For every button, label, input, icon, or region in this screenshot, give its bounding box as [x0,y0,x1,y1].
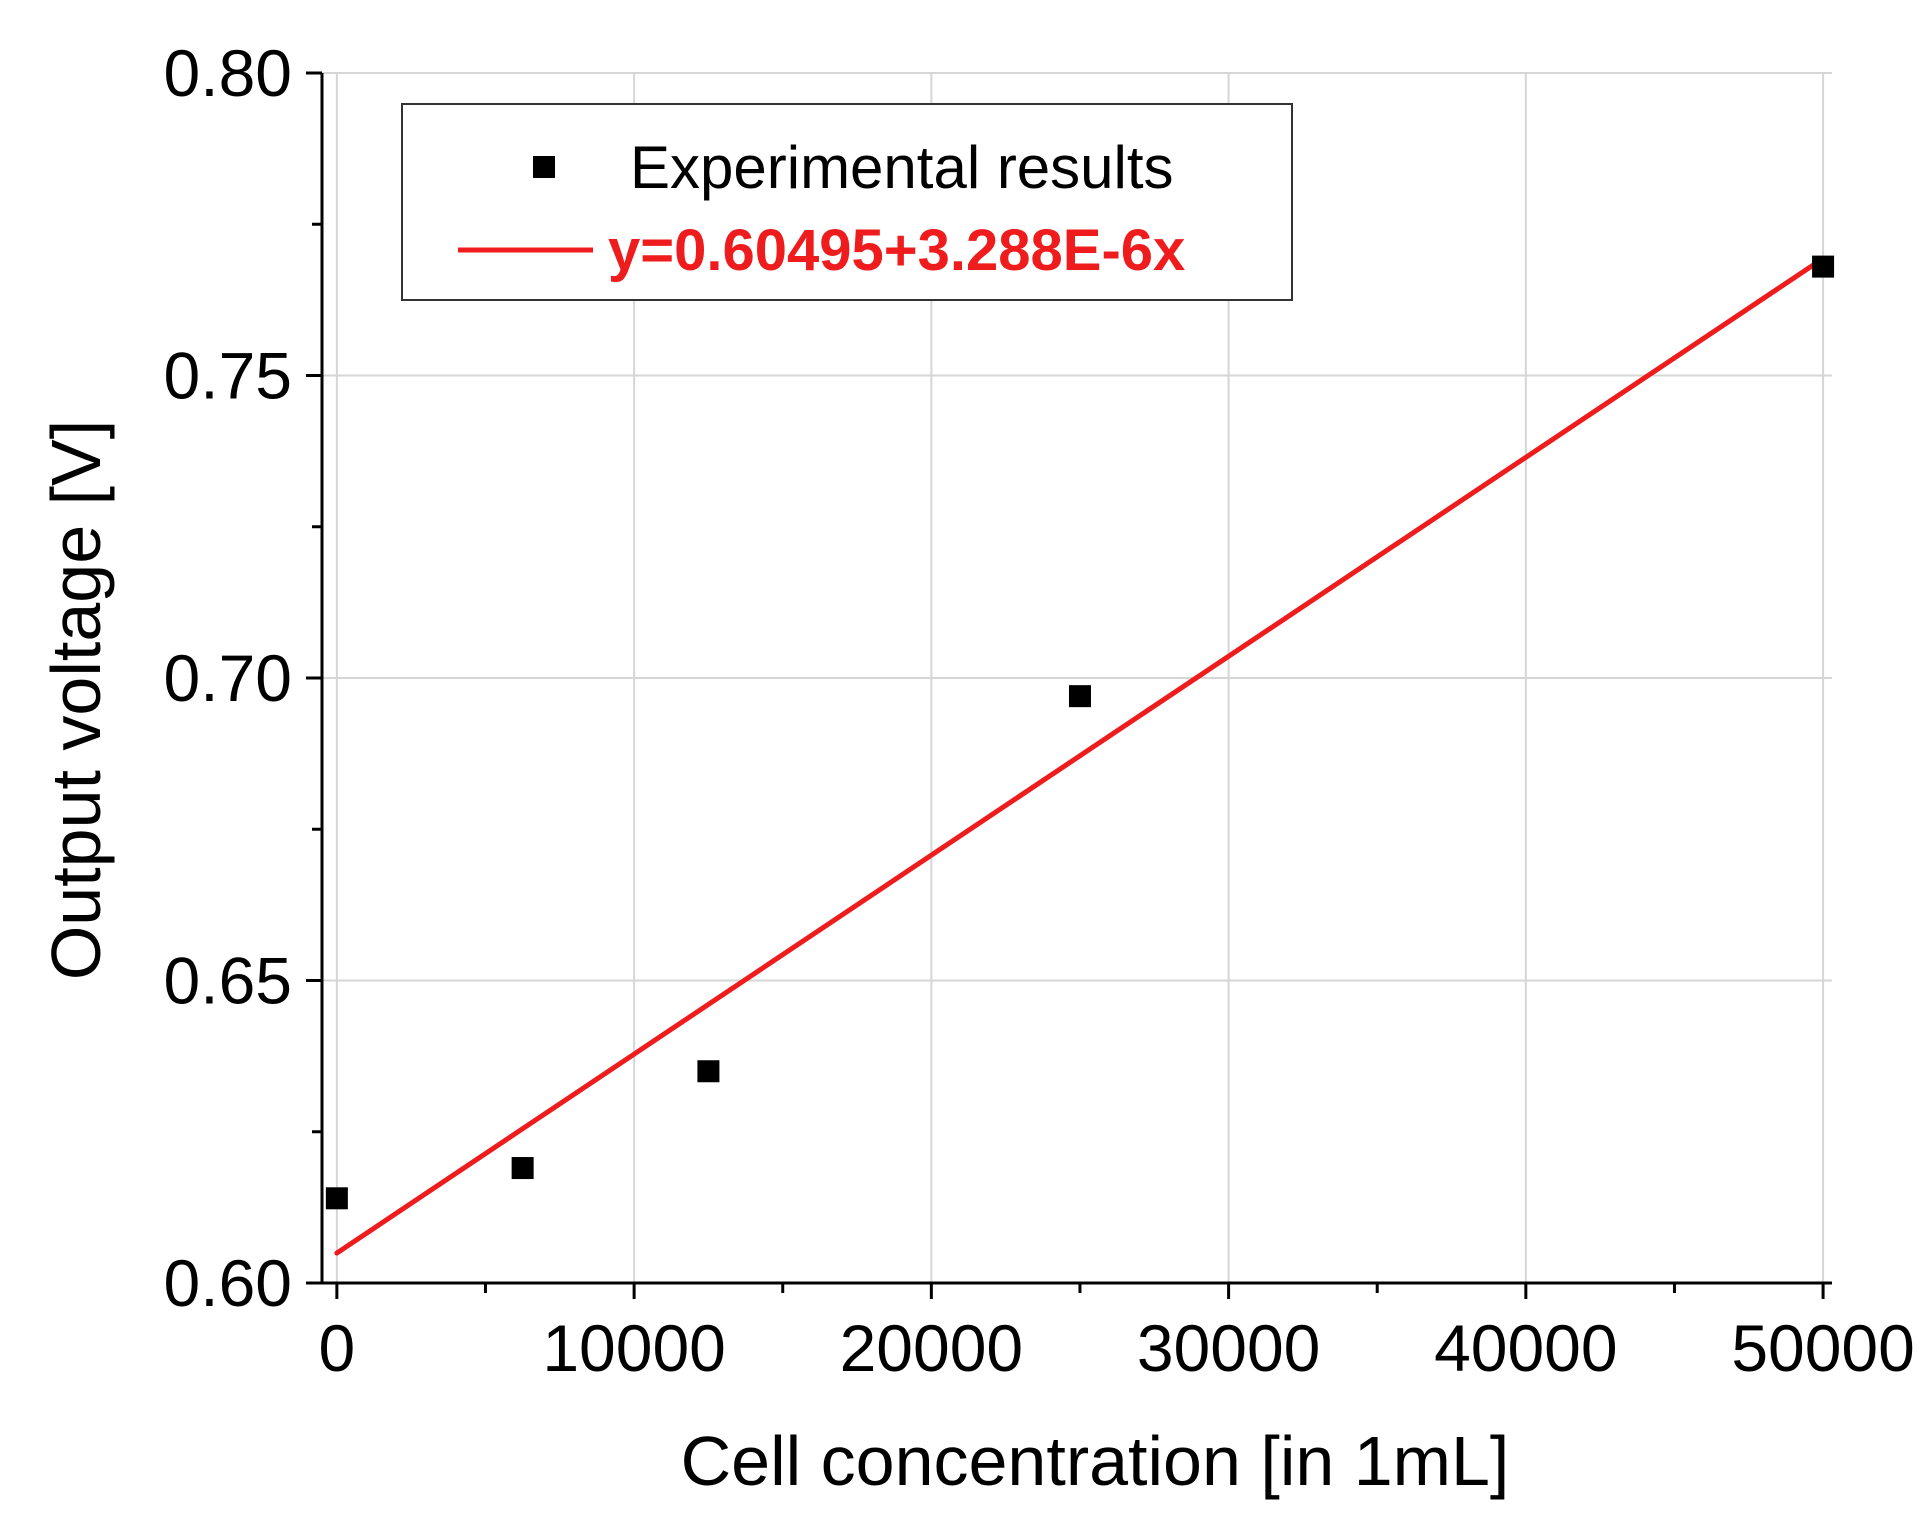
x-tick-label: 30000 [1137,1311,1321,1385]
legend: Experimental results y=0.60495+3.288E-6x [401,103,1293,301]
y-axis-title: Output voltage [V] [37,420,115,980]
x-tick-label: 50000 [1731,1311,1915,1385]
data-point [697,1060,720,1083]
data-point [325,1187,348,1210]
data-points [325,255,1835,1210]
y-tick-label: 0.80 [164,36,292,110]
data-point [1068,685,1091,708]
x-tick-label: 20000 [840,1311,1024,1385]
x-axis-title: Cell concentration [in 1mL] [681,1422,1510,1500]
y-tick-label: 0.70 [164,641,292,715]
legend-label-experimental: Experimental results [630,134,1174,201]
legend-label-fit: y=0.60495+3.288E-6x [608,218,1185,283]
x-tick-label: 10000 [542,1311,726,1385]
x-tick-label: 40000 [1434,1311,1618,1385]
x-tick-label: 0 [319,1311,356,1385]
data-point [511,1157,534,1180]
y-tick-label: 0.75 [164,339,292,413]
y-axis-ticks: 0.60 0.65 0.70 0.75 0.80 [164,36,322,1320]
data-point [1812,255,1835,278]
x-axis-ticks: 0 10000 20000 30000 40000 50000 [319,1283,1915,1385]
fit-line [334,255,1826,1256]
legend-marker-experimental [533,156,555,178]
y-tick-label: 0.65 [164,944,292,1018]
fit-line-layer [334,255,1826,1256]
legend-box [401,103,1293,301]
y-tick-label: 0.60 [164,1246,292,1320]
